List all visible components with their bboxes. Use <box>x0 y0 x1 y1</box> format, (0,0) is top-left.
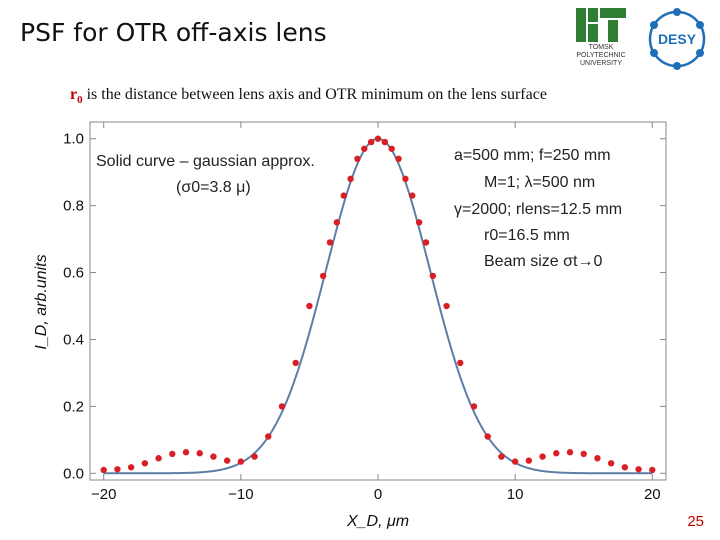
data-point <box>292 359 299 367</box>
tpu-logo-text: TOMSK POLYTECHNIC UNIVERSITY <box>576 44 626 67</box>
data-point <box>306 302 313 310</box>
data-point <box>580 450 587 458</box>
data-point <box>395 155 402 163</box>
data-point <box>169 450 176 458</box>
x-tick-label: 20 <box>644 486 661 503</box>
r0-symbol: r0 <box>70 86 83 107</box>
data-point <box>457 359 464 367</box>
desy-logo: DESY <box>648 8 706 70</box>
subtitle-text: is the distance between lens axis and OT… <box>82 86 547 103</box>
data-point <box>237 458 245 465</box>
y-axis-ticks: 0.0 0.2 0.4 0.6 0.8 1.0 <box>63 131 666 482</box>
annotation-right-line-2: M=1; λ=500 nm <box>484 174 595 191</box>
data-point <box>621 464 629 471</box>
annotation-left: Solid curve – gaussian approx. (σ0=3.8 μ… <box>96 153 315 196</box>
data-point <box>511 458 519 465</box>
annotation-right-line-3: γ=2000; rlens=12.5 mm <box>454 201 622 218</box>
data-point <box>354 155 361 163</box>
x-axis-ticks: −20 −10 0 10 20 <box>91 122 661 503</box>
slide-subtitle: r0 is the distance between lens axis and… <box>70 86 547 106</box>
annotation-left-line-1: Solid curve – gaussian approx. <box>96 153 315 170</box>
data-point <box>347 175 354 183</box>
data-point <box>223 457 231 464</box>
data-point <box>484 433 491 440</box>
data-point <box>114 466 121 473</box>
data-point <box>607 460 615 467</box>
data-point <box>635 466 642 473</box>
y-tick-label: 0.4 <box>63 331 84 348</box>
x-tick-label: −10 <box>228 486 253 503</box>
annotation-left-line-2: (σ0=3.8 μ) <box>176 179 251 196</box>
data-point <box>265 433 272 440</box>
data-point <box>415 219 423 226</box>
data-point <box>155 455 162 462</box>
y-tick-label: 1.0 <box>63 131 84 148</box>
page-number: 25 <box>687 513 704 530</box>
svg-text:DESY: DESY <box>658 31 697 47</box>
annotation-right-line-1: a=500 mm; f=250 mm <box>454 147 611 164</box>
data-point <box>278 403 286 410</box>
data-point <box>319 272 327 280</box>
y-tick-label: 0.8 <box>63 198 84 215</box>
y-axis-label: I_D, arb.units <box>33 254 50 349</box>
data-point <box>367 138 375 146</box>
data-point <box>141 460 149 467</box>
data-point <box>553 450 560 457</box>
data-point <box>340 192 347 199</box>
data-point <box>182 449 190 456</box>
data-point <box>409 192 416 199</box>
x-tick-label: −20 <box>91 486 116 503</box>
data-points <box>100 135 656 474</box>
x-tick-label: 0 <box>374 486 382 503</box>
annotation-right-line-5: Beam size σt→0 <box>484 253 602 270</box>
data-point <box>525 457 533 464</box>
y-tick-label: 0.2 <box>63 398 84 415</box>
data-point <box>127 464 135 471</box>
data-point <box>422 239 430 246</box>
data-point <box>374 135 382 142</box>
data-point <box>498 453 505 460</box>
data-point <box>443 302 450 310</box>
data-point <box>402 175 409 183</box>
data-point <box>429 272 437 280</box>
x-tick-label: 10 <box>507 486 524 503</box>
data-point <box>333 219 341 226</box>
data-point <box>100 466 107 474</box>
x-axis-label: X_D, μm <box>346 513 409 530</box>
y-tick-label: 0.0 <box>63 465 84 482</box>
data-point <box>251 453 258 460</box>
data-point <box>196 450 203 457</box>
tpu-logo <box>576 8 626 42</box>
data-point <box>388 145 395 152</box>
data-point <box>470 403 478 410</box>
annotation-right: a=500 mm; f=250 mm M=1; λ=500 nm γ=2000;… <box>454 147 622 270</box>
annotation-right-line-4: r0=16.5 mm <box>484 227 570 244</box>
data-point <box>594 455 601 462</box>
data-point <box>210 453 217 460</box>
data-point <box>566 449 574 456</box>
data-point <box>649 466 656 474</box>
y-tick-label: 0.6 <box>63 265 84 282</box>
data-point <box>381 138 389 146</box>
data-point <box>326 239 334 246</box>
slide-title: PSF for OTR off-axis lens <box>20 18 327 47</box>
data-point <box>539 453 546 460</box>
data-point <box>361 145 368 152</box>
